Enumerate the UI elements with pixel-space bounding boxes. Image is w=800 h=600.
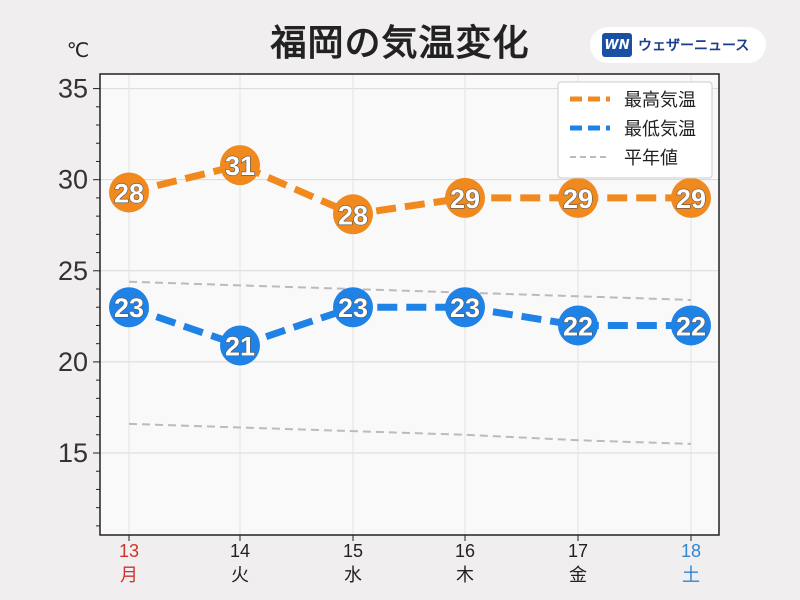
x-tick-weekday: 木 bbox=[456, 565, 474, 586]
data-point bbox=[671, 305, 711, 346]
data-point bbox=[220, 325, 260, 366]
data-point bbox=[445, 177, 485, 218]
legend-label: 平年値 bbox=[624, 148, 678, 169]
data-label: 29 bbox=[676, 184, 706, 214]
data-label: 21 bbox=[225, 331, 255, 361]
brand-name: ウェザーニュース bbox=[638, 38, 750, 54]
legend-label: 最高気温 bbox=[624, 90, 696, 111]
x-tick-weekday: 水 bbox=[344, 565, 362, 586]
data-label: 31 bbox=[225, 151, 255, 181]
legend-label: 最低気温 bbox=[624, 119, 696, 140]
data-point bbox=[445, 287, 485, 328]
data-point bbox=[558, 177, 598, 218]
x-tick-weekday: 月 bbox=[120, 565, 138, 586]
plot-frame bbox=[99, 73, 720, 536]
data-point bbox=[558, 305, 598, 346]
x-tick-day: 16 bbox=[455, 541, 475, 561]
y-tick-label: 15 bbox=[58, 438, 88, 468]
data-label: 29 bbox=[563, 184, 593, 214]
y-tick-label: 30 bbox=[58, 165, 88, 195]
data-point bbox=[671, 177, 711, 218]
data-label: 22 bbox=[563, 311, 593, 341]
data-point bbox=[333, 194, 373, 235]
x-tick-day: 13 bbox=[119, 541, 139, 561]
data-point bbox=[333, 287, 373, 328]
x-tick-weekday: 土 bbox=[682, 565, 700, 586]
data-label: 22 bbox=[676, 311, 706, 341]
data-label: 28 bbox=[338, 200, 368, 230]
x-tick-day: 14 bbox=[230, 541, 250, 561]
y-tick-label: 20 bbox=[58, 347, 88, 377]
brand-logo: WN ウェザーニュース bbox=[590, 27, 766, 63]
y-unit-label: ℃ bbox=[67, 38, 89, 62]
data-label: 28 bbox=[114, 178, 144, 208]
y-tick-label: 25 bbox=[58, 256, 88, 286]
y-tick-label: 35 bbox=[58, 74, 88, 104]
normal-line-high bbox=[128, 280, 692, 301]
page-title: 福岡の気温変化 bbox=[270, 23, 530, 64]
data-point bbox=[109, 172, 149, 213]
data-point bbox=[220, 145, 260, 186]
data-label: 23 bbox=[450, 293, 480, 323]
x-tick-day: 15 bbox=[343, 541, 363, 561]
x-tick-weekday: 火 bbox=[231, 565, 249, 586]
wn-logo-icon: WN bbox=[602, 33, 632, 57]
data-label: 23 bbox=[338, 293, 368, 323]
x-tick-day: 17 bbox=[568, 541, 588, 561]
x-tick-weekday: 金 bbox=[569, 565, 587, 586]
legend-box bbox=[557, 81, 713, 179]
x-tick-day: 18 bbox=[681, 541, 701, 561]
data-label: 29 bbox=[450, 184, 480, 214]
normal-line-low bbox=[128, 422, 692, 445]
data-point bbox=[109, 287, 149, 328]
data-label: 23 bbox=[114, 293, 144, 323]
